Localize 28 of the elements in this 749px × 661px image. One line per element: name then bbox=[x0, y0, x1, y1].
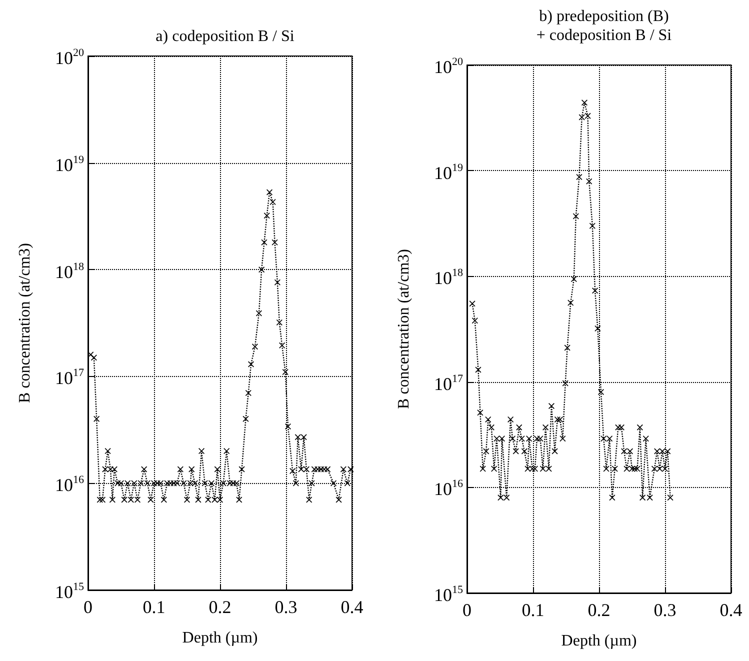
chart-title: a) codeposition B / Si bbox=[156, 28, 295, 45]
y-tick-label: 10$^{19}$ bbox=[55, 154, 84, 175]
y-tick-label: 10$^{18}$ bbox=[55, 260, 84, 282]
y-tick-label: 10$^{19}$ bbox=[434, 162, 463, 183]
y-axis-title: B concentration (at/cm3) bbox=[16, 243, 34, 403]
x-tick-label: 0.1 bbox=[522, 600, 544, 620]
x-tick-label: 0.2 bbox=[208, 597, 232, 617]
x-tick-label: 0 bbox=[84, 597, 92, 617]
y-tick-label: 10$^{20}$ bbox=[434, 56, 463, 77]
y-tick-label: 10$^{15}$ bbox=[55, 581, 84, 602]
x-axis-title: Depth (µm) bbox=[182, 630, 258, 646]
x-tick-label: 0.3 bbox=[654, 600, 676, 620]
y-tick-label: 10$^{18}$ bbox=[434, 267, 463, 288]
x-tick-label: 0.2 bbox=[588, 600, 610, 620]
y-tick-label: 10$^{16}$ bbox=[434, 478, 463, 500]
y-tick-label: 10$^{17}$ bbox=[434, 372, 463, 394]
y-tick-label: 10$^{20}$ bbox=[55, 47, 84, 68]
chart-title: b) predeposition (B) + codeposition B / Si bbox=[536, 8, 672, 44]
x-tick-label: 0.4 bbox=[340, 597, 364, 617]
y-tick-label: 10$^{16}$ bbox=[55, 474, 84, 496]
x-axis-title: Depth (µm) bbox=[561, 632, 637, 650]
y-axis-title: B concentration (at/cm3) bbox=[396, 249, 412, 409]
y-tick-label: 10$^{17}$ bbox=[55, 367, 84, 388]
x-tick-label: 0 bbox=[462, 600, 472, 620]
x-tick-label: 0.1 bbox=[142, 597, 166, 617]
x-tick-label: 0.3 bbox=[274, 597, 298, 617]
x-tick-label: 0.4 bbox=[720, 600, 742, 620]
y-tick-label: 10$^{15}$ bbox=[434, 584, 463, 605]
